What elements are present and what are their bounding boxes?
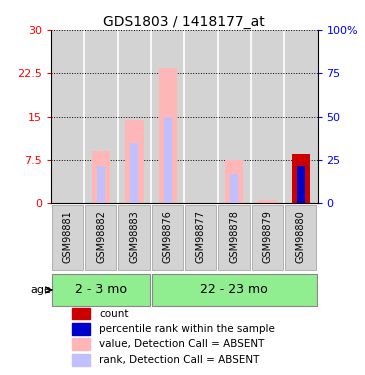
FancyBboxPatch shape [118, 205, 150, 270]
Bar [125, 120, 143, 203]
FancyBboxPatch shape [218, 205, 250, 270]
Text: GSM98878: GSM98878 [229, 210, 239, 262]
Bar [72, 323, 90, 335]
Bar [92, 152, 110, 203]
FancyBboxPatch shape [285, 205, 316, 270]
Text: rank, Detection Call = ABSENT: rank, Detection Call = ABSENT [99, 355, 260, 365]
FancyBboxPatch shape [85, 205, 116, 270]
Bar [258, 200, 277, 203]
Bar [84, 30, 118, 203]
Text: GSM98881: GSM98881 [63, 210, 73, 262]
FancyBboxPatch shape [185, 205, 216, 270]
Bar [284, 30, 318, 203]
Text: value, Detection Call = ABSENT: value, Detection Call = ABSENT [99, 339, 264, 350]
Bar [297, 166, 305, 203]
Text: GSM98879: GSM98879 [262, 210, 273, 262]
FancyBboxPatch shape [251, 205, 283, 270]
Bar [251, 30, 284, 203]
FancyBboxPatch shape [52, 205, 83, 270]
Bar [72, 339, 90, 350]
Bar [72, 308, 90, 320]
Bar [225, 160, 243, 203]
Bar [51, 30, 84, 203]
FancyBboxPatch shape [52, 274, 150, 306]
Bar [151, 30, 184, 203]
Bar [130, 142, 138, 203]
Bar [292, 154, 310, 203]
Text: GSM98877: GSM98877 [196, 210, 206, 262]
Text: 2 - 3 mo: 2 - 3 mo [75, 284, 127, 297]
Bar [118, 30, 151, 203]
Bar [158, 68, 177, 203]
Bar [184, 30, 218, 203]
Text: 22 - 23 mo: 22 - 23 mo [200, 284, 268, 297]
Bar [164, 117, 172, 203]
Text: age: age [30, 285, 51, 295]
Title: GDS1803 / 1418177_at: GDS1803 / 1418177_at [103, 15, 265, 29]
Text: GSM98876: GSM98876 [163, 210, 173, 262]
Text: GSM98882: GSM98882 [96, 210, 106, 262]
Bar [97, 166, 105, 203]
FancyBboxPatch shape [152, 205, 183, 270]
Text: GSM98880: GSM98880 [296, 210, 306, 262]
Bar [72, 354, 90, 366]
Bar [218, 30, 251, 203]
Bar [230, 174, 238, 203]
FancyBboxPatch shape [152, 274, 317, 306]
Text: percentile rank within the sample: percentile rank within the sample [99, 324, 275, 334]
Text: count: count [99, 309, 128, 318]
Text: GSM98883: GSM98883 [129, 210, 139, 262]
